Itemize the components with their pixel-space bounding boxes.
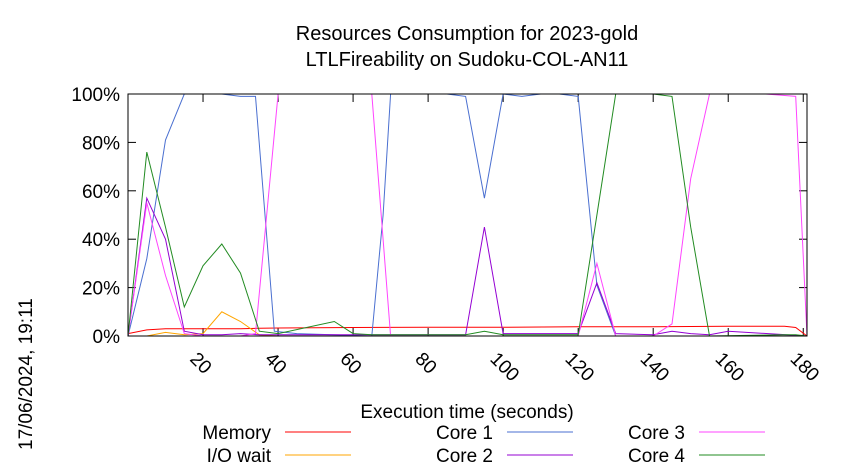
chart-title: Resources Consumption for 2023-gold <box>296 23 638 45</box>
legend-label: Core 3 <box>628 423 685 444</box>
legend-item: Core 1 <box>436 423 573 444</box>
legend-label: Core 4 <box>628 446 685 467</box>
x-tick-label: 160 <box>711 349 748 386</box>
x-tick-label: 120 <box>561 349 598 386</box>
legend-label: Memory <box>202 423 271 444</box>
series-line-memory <box>127 325 808 337</box>
x-tick-label: 100 <box>486 349 523 386</box>
plot-frame <box>127 93 808 337</box>
series-lines <box>127 93 808 337</box>
legend-item: Core 4 <box>628 446 765 467</box>
y-tick-label: 60% <box>82 182 120 203</box>
x-tick-label: 60 <box>336 349 366 379</box>
series-line-core-3 <box>127 93 808 337</box>
y-tick-label: 0% <box>93 327 121 348</box>
series-line-i-o-wait <box>128 311 807 337</box>
x-tick-label: 180 <box>786 349 823 386</box>
legend-item: Core 3 <box>628 423 765 444</box>
legend-label: Core 1 <box>436 423 493 444</box>
legend-item: Memory <box>202 423 351 444</box>
x-tick-label: 140 <box>636 349 673 386</box>
x-tick-label: 80 <box>411 349 441 379</box>
legend-item: Core 2 <box>436 446 573 467</box>
series-line-core-2 <box>127 196 808 337</box>
side-timestamp: 17/06/2024, 19:11 <box>16 298 37 450</box>
legend-label: I/O wait <box>207 446 272 467</box>
series-line-core-1 <box>127 93 807 337</box>
y-tick-label: 40% <box>82 230 120 251</box>
legend-item: I/O wait <box>207 446 351 467</box>
y-tick-label: 20% <box>82 279 120 300</box>
y-tick-label: 100% <box>71 85 120 106</box>
legend-label: Core 2 <box>436 446 493 467</box>
series-line-core-4 <box>127 93 808 337</box>
x-axis-label: Execution time (seconds) <box>360 402 573 423</box>
x-tick-label: 20 <box>185 349 215 379</box>
y-tick-label: 80% <box>82 133 120 154</box>
chart-subtitle: LTLFireability on Sudoku-COL-AN11 <box>306 49 629 71</box>
x-axis-ticks: 20 40 60 80 100 120 140 160 180 <box>185 94 823 386</box>
y-axis-ticks: 0% 20% 40% 60% 80% 100% <box>71 85 807 348</box>
x-tick-label: 40 <box>261 349 291 379</box>
